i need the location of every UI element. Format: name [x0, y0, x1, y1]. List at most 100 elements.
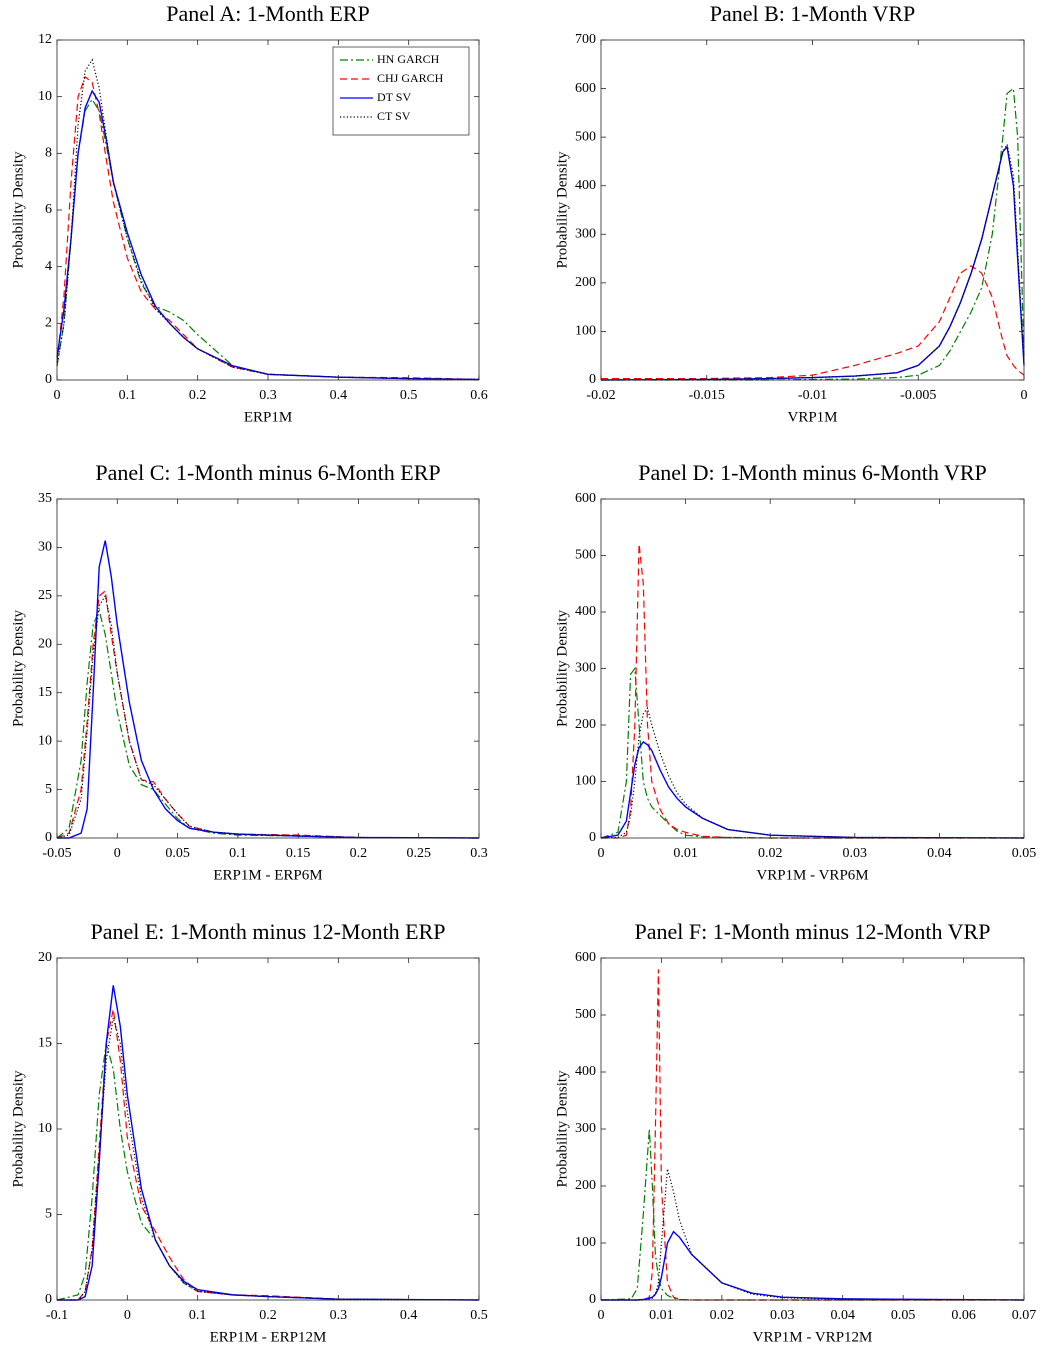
x-tick-label: 0.2: [189, 388, 207, 403]
x-tick-label: 0.04: [927, 846, 952, 861]
x-tick-label: 0.07: [1012, 1308, 1037, 1323]
chart-title: Panel B: 1-Month VRP: [710, 1, 916, 26]
y-tick-label: 20: [38, 950, 52, 965]
x-tick-label: -0.005: [900, 388, 936, 403]
x-tick-label: 0.15: [286, 846, 311, 861]
x-tick-label: 0: [1021, 388, 1028, 403]
density-curve: [56, 89, 480, 381]
x-tick-label: 0: [124, 1308, 131, 1323]
x-tick-label: 0: [598, 1308, 605, 1323]
x-tick-label: 0.4: [330, 388, 348, 403]
y-tick-label: 300: [575, 227, 596, 242]
y-tick-label: 12: [38, 32, 52, 47]
density-curve: [56, 1043, 480, 1301]
y-tick-label: 35: [38, 491, 52, 506]
chart-title: Panel E: 1-Month minus 12-Month ERP: [90, 919, 445, 944]
y-tick-label: 5: [45, 782, 52, 797]
legend-label: DT SV: [377, 90, 411, 104]
x-tick-label: 0.03: [770, 1308, 795, 1323]
y-axis-label: Probability Density: [554, 1070, 570, 1188]
y-tick-label: 20: [38, 637, 52, 652]
density-curve: [57, 1017, 480, 1301]
y-tick-label: 0: [589, 1292, 596, 1307]
x-tick-label: 0.02: [710, 1308, 735, 1323]
y-tick-label: 4: [45, 259, 52, 274]
plot-area: [57, 499, 479, 838]
x-tick-label: 0.06: [951, 1308, 976, 1323]
x-tick-label: 0.25: [406, 846, 431, 861]
density-curve: [56, 608, 480, 839]
density-curve: [601, 969, 1024, 1301]
y-tick-label: 200: [575, 717, 596, 732]
x-tick-label: 0.2: [350, 846, 368, 861]
x-tick-label: 0.03: [843, 846, 868, 861]
y-tick-label: 6: [45, 202, 52, 217]
x-tick-label: 0.6: [470, 388, 488, 403]
y-tick-label: 600: [575, 81, 596, 96]
y-axis-label: Probability Density: [554, 609, 570, 727]
x-axis-label: VRP1M - VRP6M: [756, 867, 868, 883]
density-curve: [56, 58, 480, 381]
density-curve: [601, 265, 1025, 380]
y-axis-label: Probability Density: [10, 609, 26, 727]
density-curve: [600, 142, 1025, 381]
y-tick-label: 30: [38, 540, 52, 555]
density-curve: [57, 540, 480, 839]
density-curve: [600, 740, 1025, 839]
y-tick-label: 700: [575, 32, 596, 47]
x-tick-label: 0: [54, 388, 61, 403]
y-tick-label: 100: [575, 774, 596, 789]
y-axis-label: Probability Density: [554, 151, 570, 269]
x-tick-label: 0.1: [189, 1308, 207, 1323]
y-tick-label: 500: [575, 1007, 596, 1022]
x-axis-label: ERP1M: [244, 409, 292, 425]
y-tick-label: 500: [575, 548, 596, 563]
x-tick-label: -0.02: [586, 388, 615, 403]
x-tick-label: 0.05: [1012, 846, 1037, 861]
y-tick-label: 8: [45, 146, 52, 161]
y-tick-label: 0: [45, 372, 52, 387]
x-tick-label: 0.05: [165, 846, 190, 861]
y-tick-label: 0: [45, 1292, 52, 1307]
x-tick-label: 0.4: [400, 1308, 418, 1323]
y-tick-label: 200: [575, 275, 596, 290]
y-tick-label: 0: [589, 372, 596, 387]
y-axis-label: Probability Density: [10, 151, 26, 269]
x-axis-label: VRP1M: [787, 409, 837, 425]
x-tick-label: -0.1: [46, 1308, 68, 1323]
x-tick-label: -0.01: [798, 388, 827, 403]
x-tick-label: -0.015: [689, 388, 725, 403]
density-curve: [600, 706, 1025, 839]
y-tick-label: 500: [575, 129, 596, 144]
y-tick-label: 100: [575, 324, 596, 339]
y-tick-label: 2: [45, 316, 52, 331]
plot-area: [57, 958, 479, 1300]
y-tick-label: 400: [575, 1064, 596, 1079]
y-tick-label: 25: [38, 588, 52, 603]
x-axis-label: VRP1M - VRP12M: [753, 1329, 873, 1345]
x-tick-label: 0.1: [229, 846, 247, 861]
x-tick-label: 0.2: [259, 1308, 277, 1323]
x-tick-label: 0: [114, 846, 121, 861]
y-tick-label: 15: [38, 685, 52, 700]
x-tick-label: 0.3: [470, 846, 488, 861]
legend-label: CT SV: [377, 109, 411, 123]
legend-label: HN GARCH: [377, 52, 440, 66]
density-curve: [601, 87, 1025, 381]
y-tick-label: 200: [575, 1178, 596, 1193]
x-tick-label: 0.01: [649, 1308, 674, 1323]
density-curve: [600, 666, 1024, 839]
y-tick-label: 10: [38, 1121, 52, 1136]
chart-title: Panel D: 1-Month minus 6-Month VRP: [638, 460, 987, 485]
y-tick-label: 400: [575, 178, 596, 193]
y-axis-label: Probability Density: [10, 1070, 26, 1188]
x-tick-label: 0.02: [758, 846, 783, 861]
y-tick-label: 5: [45, 1207, 52, 1222]
x-tick-label: 0.01: [673, 846, 698, 861]
y-tick-label: 15: [38, 1036, 52, 1051]
y-tick-label: 300: [575, 661, 596, 676]
y-tick-label: 300: [575, 1121, 596, 1136]
density-curve: [601, 544, 1024, 839]
x-tick-label: 0.3: [330, 1308, 348, 1323]
